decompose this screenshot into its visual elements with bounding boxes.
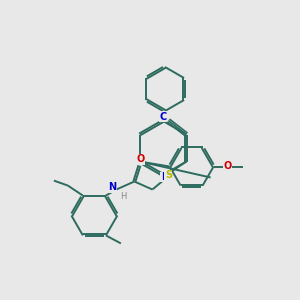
Text: O: O: [136, 154, 145, 164]
Text: N: N: [161, 172, 169, 182]
Text: H: H: [120, 192, 127, 201]
Text: S: S: [165, 170, 172, 181]
Text: O: O: [224, 161, 232, 171]
Text: C: C: [160, 112, 167, 122]
Text: N: N: [108, 182, 116, 193]
